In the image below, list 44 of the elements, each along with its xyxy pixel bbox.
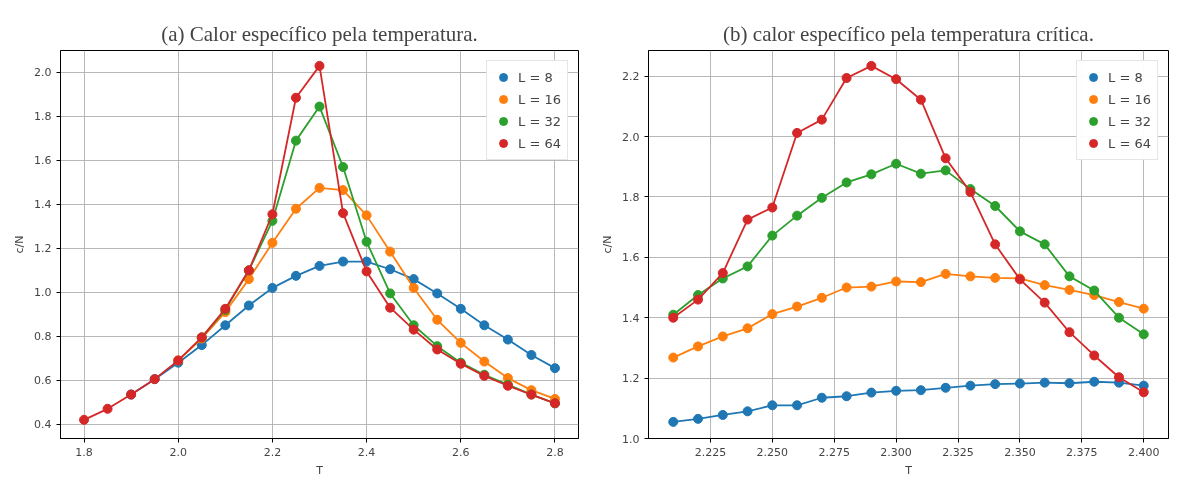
x-tick-label: 2.8: [546, 445, 564, 459]
y-tick-label: 1.0: [622, 432, 640, 446]
y-tick-label: 1.0: [34, 286, 52, 300]
x-tick-label: 2.400: [1127, 445, 1160, 459]
y-tick-label: 1.2: [622, 372, 640, 386]
x-axis-title: T: [904, 463, 913, 477]
legend-label: L = 32: [518, 113, 561, 129]
x-tick-label: 2.325: [942, 445, 974, 459]
legend-label: L = 64: [1108, 135, 1151, 151]
x-tick-label: 2.275: [818, 445, 850, 459]
y-tick-label: 1.8: [34, 110, 52, 124]
legend-label: L = 32: [1108, 113, 1151, 129]
x-tick-label: 2.250: [756, 445, 789, 459]
y-tick-label: 2.2: [622, 70, 640, 84]
legend-label: L = 8: [1108, 69, 1143, 85]
x-tick-label: 2.350: [1004, 445, 1036, 459]
y-tick-label: 1.6: [34, 154, 52, 168]
legend-label: L = 8: [518, 69, 553, 85]
legend-label: L = 16: [1108, 91, 1151, 107]
x-tick-label: 2.300: [880, 445, 912, 459]
x-tick-label: 2.4: [357, 445, 376, 459]
x-tick-label: 2.2: [263, 445, 282, 459]
y-axis-title: c/N: [601, 235, 615, 254]
chart-title: (a) Calor específico pela temperatura.: [161, 21, 478, 46]
x-tick-label: 1.8: [75, 445, 93, 459]
y-tick-label: 0.4: [34, 418, 52, 432]
y-tick-label: 1.8: [622, 190, 640, 204]
x-tick-label: 2.6: [452, 445, 470, 459]
y-tick-label: 2.0: [622, 130, 640, 144]
y-tick-label: 1.6: [622, 251, 640, 265]
y-tick-label: 1.4: [622, 311, 640, 325]
y-tick-label: 1.4: [34, 198, 52, 212]
y-tick-label: 0.8: [34, 330, 52, 344]
x-tick-label: 2.225: [694, 445, 727, 459]
x-tick-label: 2.375: [1066, 445, 1098, 459]
chart-title: (b) calor específico pela temperatura crítica.: [723, 21, 1094, 46]
y-axis-title: c/N: [13, 235, 27, 254]
legend-label: L = 64: [518, 135, 561, 151]
legend-label: L = 16: [518, 91, 561, 107]
y-tick-label: 0.6: [34, 374, 52, 388]
y-tick-label: 1.2: [34, 242, 52, 256]
x-tick-label: 2.0: [169, 445, 187, 459]
x-axis-title: T: [315, 463, 324, 477]
y-tick-label: 2.0: [34, 66, 52, 80]
